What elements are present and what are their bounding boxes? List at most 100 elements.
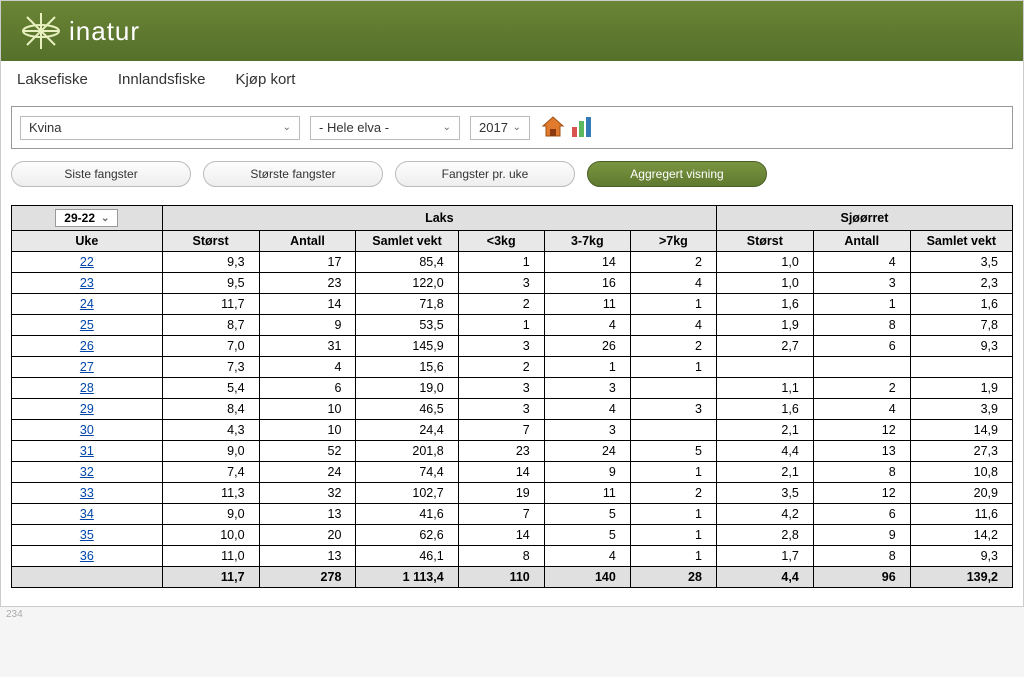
laks-storst: 9,3 bbox=[162, 252, 259, 273]
sj-antall: 13 bbox=[813, 441, 910, 462]
uke-link[interactable]: 35 bbox=[80, 528, 94, 542]
table-row: 229,31785,411421,043,5 bbox=[12, 252, 1013, 273]
sj-samlet: 20,9 bbox=[910, 483, 1012, 504]
laks-antall: 14 bbox=[259, 294, 356, 315]
uke-link[interactable]: 34 bbox=[80, 507, 94, 521]
sj-samlet: 3,5 bbox=[910, 252, 1012, 273]
uke-link[interactable]: 30 bbox=[80, 423, 94, 437]
laks-37: 3 bbox=[544, 420, 630, 441]
th-sj-samlet: Samlet vekt bbox=[910, 231, 1012, 252]
laks-samlet: 62,6 bbox=[356, 525, 458, 546]
sj-samlet: 1,9 bbox=[910, 378, 1012, 399]
laks-storst: 11,3 bbox=[162, 483, 259, 504]
laks-37: 24 bbox=[544, 441, 630, 462]
table-row: 239,523122,031641,032,3 bbox=[12, 273, 1013, 294]
menu-item-laksefiske[interactable]: Laksefiske bbox=[17, 71, 88, 88]
page-number: 234 bbox=[0, 607, 1024, 622]
uke-cell: 35 bbox=[12, 525, 163, 546]
logo-text: inatur bbox=[69, 16, 140, 47]
laks-samlet: 71,8 bbox=[356, 294, 458, 315]
menu-item-innlandsfiske[interactable]: Innlandsfiske bbox=[118, 71, 206, 88]
laks-samlet: 19,0 bbox=[356, 378, 458, 399]
laks-antall: 24 bbox=[259, 462, 356, 483]
uke-link[interactable]: 36 bbox=[80, 549, 94, 563]
laks-37: 9 bbox=[544, 462, 630, 483]
laks-37: 5 bbox=[544, 504, 630, 525]
uke-link[interactable]: 29 bbox=[80, 402, 94, 416]
uke-link[interactable]: 31 bbox=[80, 444, 94, 458]
table-row: 319,052201,8232454,41327,3 bbox=[12, 441, 1013, 462]
laks-lt3: 14 bbox=[458, 525, 544, 546]
laks-antall: 32 bbox=[259, 483, 356, 504]
stretch-select[interactable]: - Hele elva - ⌄ bbox=[310, 116, 460, 140]
uke-link[interactable]: 32 bbox=[80, 465, 94, 479]
sj-samlet: 14,2 bbox=[910, 525, 1012, 546]
uke-link[interactable]: 23 bbox=[80, 276, 94, 290]
laks-antall: 10 bbox=[259, 420, 356, 441]
laks-lt3: 7 bbox=[458, 420, 544, 441]
totals-laks-storst: 11,7 bbox=[162, 567, 259, 588]
table-row: 349,01341,67514,2611,6 bbox=[12, 504, 1013, 525]
logo[interactable]: inatur bbox=[21, 11, 140, 51]
sj-storst: 1,6 bbox=[716, 399, 813, 420]
menu-item-kjop-kort[interactable]: Kjøp kort bbox=[235, 71, 295, 88]
uke-link[interactable]: 26 bbox=[80, 339, 94, 353]
laks-gt7: 1 bbox=[630, 462, 716, 483]
totals-sj-antall: 96 bbox=[813, 567, 910, 588]
week-range-select[interactable]: 29-22 ⌄ bbox=[55, 209, 118, 227]
uke-link[interactable]: 22 bbox=[80, 255, 94, 269]
laks-37: 4 bbox=[544, 399, 630, 420]
stretch-value: - Hele elva - bbox=[319, 120, 389, 135]
th-laks: Laks bbox=[162, 206, 716, 231]
sj-samlet bbox=[910, 357, 1012, 378]
laks-samlet: 46,5 bbox=[356, 399, 458, 420]
laks-antall: 52 bbox=[259, 441, 356, 462]
tab-storste-fangster[interactable]: Største fangster bbox=[203, 161, 383, 187]
river-select[interactable]: Kvina ⌄ bbox=[20, 116, 300, 140]
laks-gt7: 5 bbox=[630, 441, 716, 462]
laks-storst: 8,4 bbox=[162, 399, 259, 420]
tab-fangster-pr-uke[interactable]: Fangster pr. uke bbox=[395, 161, 575, 187]
app-frame: inatur Laksefiske Innlandsfiske Kjøp kor… bbox=[0, 0, 1024, 607]
laks-storst: 7,0 bbox=[162, 336, 259, 357]
tab-siste-fangster[interactable]: Siste fangster bbox=[11, 161, 191, 187]
uke-link[interactable]: 33 bbox=[80, 486, 94, 500]
chevron-down-icon: ⌄ bbox=[513, 122, 521, 133]
laks-storst: 9,0 bbox=[162, 504, 259, 525]
laks-lt3: 14 bbox=[458, 462, 544, 483]
laks-gt7: 2 bbox=[630, 483, 716, 504]
chevron-down-icon: ⌄ bbox=[443, 122, 451, 133]
uke-link[interactable]: 24 bbox=[80, 297, 94, 311]
chart-icon[interactable] bbox=[570, 113, 596, 142]
uke-link[interactable]: 28 bbox=[80, 381, 94, 395]
uke-link[interactable]: 27 bbox=[80, 360, 94, 374]
sj-antall: 6 bbox=[813, 336, 910, 357]
tab-aggregert-visning[interactable]: Aggregert visning bbox=[587, 161, 767, 187]
uke-link[interactable]: 25 bbox=[80, 318, 94, 332]
laks-samlet: 145,9 bbox=[356, 336, 458, 357]
laks-antall: 4 bbox=[259, 357, 356, 378]
sj-storst: 1,9 bbox=[716, 315, 813, 336]
sj-storst: 4,4 bbox=[716, 441, 813, 462]
th-uke: Uke bbox=[12, 231, 163, 252]
totals-laks-37: 140 bbox=[544, 567, 630, 588]
year-select[interactable]: 2017 ⌄ bbox=[470, 116, 530, 140]
th-laks-antall: Antall bbox=[259, 231, 356, 252]
sj-storst: 1,0 bbox=[716, 273, 813, 294]
laks-antall: 6 bbox=[259, 378, 356, 399]
sj-storst: 1,0 bbox=[716, 252, 813, 273]
laks-storst: 7,4 bbox=[162, 462, 259, 483]
table-row: 3311,332102,7191123,51220,9 bbox=[12, 483, 1013, 504]
home-icon[interactable] bbox=[540, 113, 566, 142]
table-row: 258,7953,51441,987,8 bbox=[12, 315, 1013, 336]
table-row: 3510,02062,614512,8914,2 bbox=[12, 525, 1013, 546]
sj-storst: 3,5 bbox=[716, 483, 813, 504]
sj-antall: 12 bbox=[813, 483, 910, 504]
laks-samlet: 85,4 bbox=[356, 252, 458, 273]
th-week-range: 29-22 ⌄ bbox=[12, 206, 163, 231]
uke-cell: 22 bbox=[12, 252, 163, 273]
sj-antall: 9 bbox=[813, 525, 910, 546]
laks-gt7: 4 bbox=[630, 315, 716, 336]
th-laks-37: 3-7kg bbox=[544, 231, 630, 252]
uke-cell: 24 bbox=[12, 294, 163, 315]
